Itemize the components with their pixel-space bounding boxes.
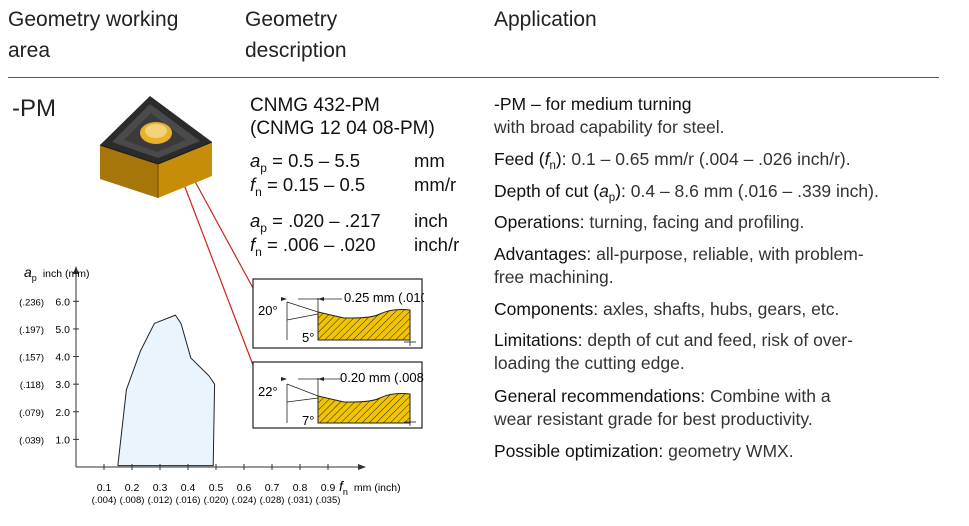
header-description: Geometry description — [245, 4, 347, 66]
edge-profile-2-rake-angle: 22° — [258, 384, 278, 399]
header-working-area: Geometry working area — [8, 4, 178, 66]
application-operations: Operations: turning, facing and profilin… — [494, 212, 805, 232]
y-tick-label-inch: (.118) — [20, 380, 44, 391]
y-tick-label: 1.0 — [55, 434, 70, 446]
application-title: -PM – for medium turning — [494, 94, 692, 114]
application-limitations-cont: loading the cutting edge. — [494, 353, 685, 373]
x-tick-label-inch: (.016) — [176, 495, 201, 506]
chart-y-axis-title: ap inch (mm) — [24, 264, 89, 283]
x-tick-label: 0.5 — [209, 482, 224, 494]
chart-x-arrow — [358, 464, 366, 470]
designation: CNMG 432-PM (CNMG 12 04 08-PM) — [250, 94, 435, 140]
x-tick-label: 0.8 — [293, 482, 308, 494]
x-tick-label: 0.1 — [97, 482, 112, 494]
x-tick-label-inch: (.008) — [120, 495, 145, 506]
y-tick-label-inch: (.039) — [19, 435, 44, 446]
edge-profile-1-land: 0.25 mm (.010 in.) — [344, 290, 424, 305]
application-general: General recommendations: Combine with a — [494, 386, 831, 406]
edge-profile-2-land: 0.20 mm (.008 in.) — [340, 370, 424, 385]
designation-iso: (CNMG 12 04 08-PM) — [250, 118, 435, 139]
application-depth-of-cut: Depth of cut (ap): 0.4 – 8.6 mm (.016 – … — [494, 181, 879, 204]
x-tick-label-inch: (.024) — [232, 495, 257, 506]
metric-ap-unit: mm — [414, 150, 445, 171]
y-tick-label-inch: (.236) — [19, 297, 44, 308]
x-tick-label: 0.6 — [237, 482, 252, 494]
metric-ap-range: ap = 0.5 – 5.5 — [250, 150, 361, 175]
header-description-line1: Geometry — [245, 8, 338, 31]
application-optimization: Possible optimization: geometry WMX. — [494, 441, 794, 461]
application-feed: Feed (fn): 0.1 – 0.65 mm/r (.004 – .026 … — [494, 149, 851, 172]
x-tick-label-inch: (.004) — [92, 495, 117, 506]
inch-ap-range: ap = .020 – .217 — [250, 210, 381, 235]
chart-axes — [73, 266, 366, 470]
metric-fn-unit: mm/r — [414, 174, 457, 195]
working-area-chart: 0.1(.004)0.2(.008)0.3(.012)0.4(.016)0.5(… — [19, 264, 401, 506]
chart-region — [117, 314, 216, 467]
inch-fn-unit: inch/r — [414, 234, 460, 255]
application-advantages: Advantages: all-purpose, reliable, with … — [494, 244, 864, 264]
header-description-line2: description — [245, 39, 347, 62]
x-tick-label: 0.2 — [125, 482, 140, 494]
y-tick-label: 4.0 — [55, 352, 70, 364]
chart-x-axis-title: fn mm (inch) — [339, 478, 401, 497]
metric-fn-range: fn = 0.15 – 0.5 — [250, 174, 366, 199]
x-tick-label: 0.9 — [321, 482, 336, 494]
application-general-cont: wear resistant grade for best productivi… — [494, 409, 813, 429]
header-working-area-line1: Geometry working — [8, 8, 179, 31]
edge-profile-1-rake-angle: 20° — [258, 303, 278, 318]
x-tick-label: 0.3 — [153, 482, 168, 494]
edge-profile-1-land-angle: 5° — [302, 330, 314, 345]
application-title-cont: with broad capability for steel. — [494, 117, 725, 137]
header-application: Application — [494, 8, 597, 31]
geometry-code: -PM — [12, 95, 56, 122]
designation-ansi: CNMG 432-PM — [250, 95, 380, 116]
header-working-area-line2: area — [8, 39, 51, 62]
header-divider — [8, 77, 939, 78]
application-components: Components: axles, shafts, hubs, gears, … — [494, 299, 840, 319]
edge-profile-1 — [252, 278, 423, 349]
inch-ap-unit: inch — [414, 210, 448, 231]
inch-fn-range: fn = .006 – .020 — [250, 234, 376, 259]
y-tick-label: 5.0 — [55, 324, 70, 336]
x-tick-label-inch: (.028) — [260, 495, 285, 506]
edge-profile-2 — [252, 361, 423, 429]
working-area-region — [117, 314, 216, 467]
y-tick-label: 6.0 — [55, 296, 70, 308]
application-limitations: Limitations: depth of cut and feed, risk… — [494, 330, 853, 350]
x-tick-label: 0.7 — [265, 482, 280, 494]
x-tick-label: 0.4 — [181, 482, 196, 494]
y-tick-label-inch: (.079) — [19, 408, 44, 419]
x-tick-label-inch: (.031) — [288, 495, 313, 506]
edge-profile-2-land-angle: 7° — [302, 413, 314, 428]
chart-y-arrow — [73, 266, 79, 274]
x-tick-label-inch: (.020) — [204, 495, 229, 506]
x-tick-label-inch: (.012) — [148, 495, 173, 506]
y-tick-label: 2.0 — [55, 407, 70, 419]
application-advantages-cont: free machining. — [494, 267, 614, 287]
y-tick-label-inch: (.157) — [19, 353, 44, 364]
insert-icon — [99, 96, 213, 198]
edge-profiles: 0.25 mm (.010 in.) 20° 5° 0.20 mm (.008 … — [252, 278, 424, 429]
y-tick-label: 3.0 — [55, 379, 70, 391]
x-tick-label-inch: (.035) — [316, 495, 341, 506]
y-tick-label-inch: (.197) — [19, 325, 44, 336]
chart-y-ticks: 1.0 (.039) 2.0 (.079) 3.0 (.118) 4.0 (.157) 5.0 (… — [19, 296, 79, 446]
chart-x-ticks: 0.1(.004)0.2(.008)0.3(.012)0.4(.016)0.5(… — [92, 464, 341, 506]
